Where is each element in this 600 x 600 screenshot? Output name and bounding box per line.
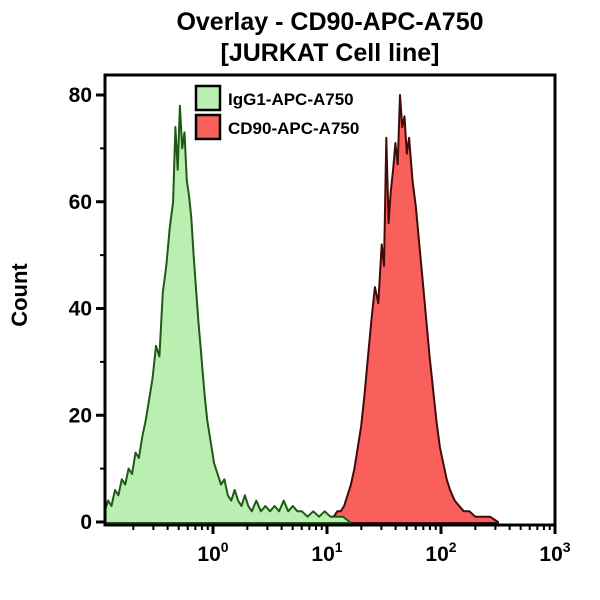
- legend-swatch-cd90: [194, 113, 222, 141]
- x-tick-label: 102: [425, 539, 456, 566]
- legend: IgG1-APC-A750 CD90-APC-A750: [194, 84, 359, 141]
- chart-title: Overlay - CD90-APC-A750 [JURKAT Cell lin…: [60, 7, 600, 68]
- histogram-areas: [103, 94, 499, 524]
- chart-title-line1: Overlay - CD90-APC-A750: [176, 8, 484, 36]
- y-tick-label: 80: [69, 84, 92, 107]
- y-tick-label: 20: [69, 404, 92, 427]
- x-tick-label: 103: [539, 539, 570, 566]
- x-tick-label: 100: [197, 539, 228, 566]
- axis-ticks: [96, 93, 557, 534]
- histogram-area-cd90-apc-a750: [326, 94, 499, 524]
- y-tick-label: 40: [69, 298, 92, 321]
- histogram-area-igg1-apc-a750: [103, 104, 351, 524]
- y-tick-label: 60: [69, 191, 92, 214]
- legend-swatch-igg1: [194, 84, 222, 112]
- legend-label-cd90: CD90-APC-A750: [228, 119, 359, 138]
- plot-frame: [103, 73, 557, 527]
- y-axis-label: Count: [7, 263, 32, 327]
- y-tick-label: 0: [80, 511, 92, 534]
- legend-label-igg1: IgG1-APC-A750: [228, 90, 354, 109]
- chart-title-line2: [JURKAT Cell line]: [220, 38, 440, 67]
- x-tick-label: 101: [311, 539, 342, 566]
